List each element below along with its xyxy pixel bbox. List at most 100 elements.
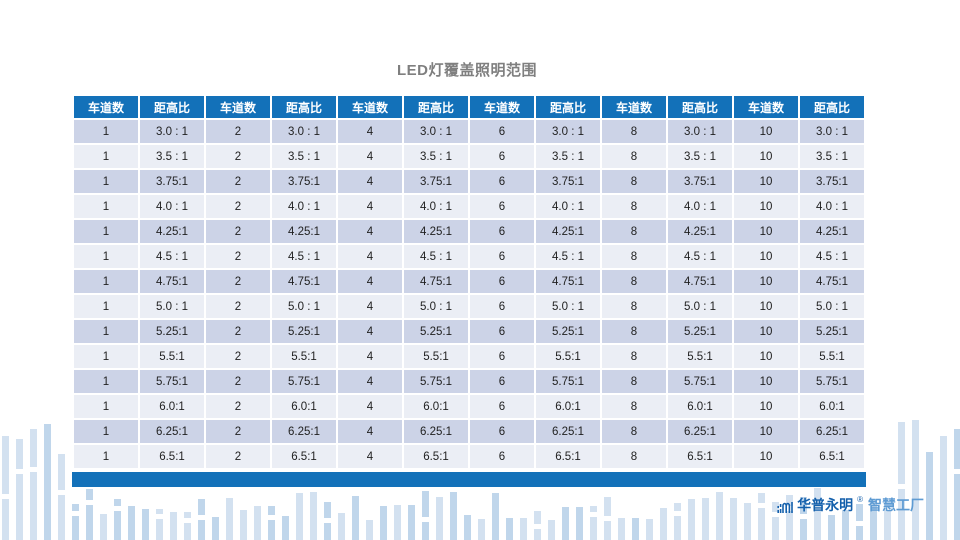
decor-bar xyxy=(828,515,835,540)
ratio-cell: 5.25:1 xyxy=(800,320,864,343)
ratio-cell: 4.5 : 1 xyxy=(536,245,600,268)
lane-count-cell: 6 xyxy=(470,420,534,443)
ratio-cell: 6.0:1 xyxy=(800,395,864,418)
decor-bar xyxy=(366,520,373,540)
ratio-cell: 5.5:1 xyxy=(404,345,468,368)
ratio-cell: 5.75:1 xyxy=(536,370,600,393)
ratio-cell: 4.75:1 xyxy=(536,270,600,293)
header-cell-lanes: 车道数 xyxy=(74,96,138,118)
decor-bar xyxy=(926,452,933,540)
table-row: 1 4.0 : 1 2 4.0 : 1 4 4.0 : 1 6 4.0 : 1 8 4.0 : 1… xyxy=(74,195,864,218)
decor-bar xyxy=(198,499,205,540)
decor-bar xyxy=(268,506,275,540)
ratio-cell: 4.75:1 xyxy=(272,270,336,293)
ratio-cell: 5.0 : 1 xyxy=(404,295,468,318)
ratio-cell: 5.5:1 xyxy=(536,345,600,368)
lane-count-cell: 2 xyxy=(206,445,270,468)
lane-count-cell: 6 xyxy=(470,220,534,243)
ratio-cell: 4.0 : 1 xyxy=(140,195,204,218)
lane-count-cell: 10 xyxy=(734,170,798,193)
decor-bar xyxy=(464,515,471,540)
ratio-cell: 3.0 : 1 xyxy=(800,120,864,143)
lane-count-cell: 10 xyxy=(734,145,798,168)
ratio-cell: 6.5:1 xyxy=(668,445,732,468)
table-footer-bar xyxy=(72,472,866,487)
decor-bar xyxy=(380,506,387,540)
header-cell-lanes: 车道数 xyxy=(734,96,798,118)
table-row: 1 5.25:1 2 5.25:1 4 5.25:1 6 5.25:1 8 5.25:1 10 5.2… xyxy=(74,320,864,343)
lane-count-cell: 2 xyxy=(206,370,270,393)
ratio-cell: 6.5:1 xyxy=(272,445,336,468)
lane-count-cell: 2 xyxy=(206,170,270,193)
lane-count-cell: 1 xyxy=(74,245,138,268)
table-row: 1 3.5 : 1 2 3.5 : 1 4 3.5 : 1 6 3.5 : 1 8 3.5 : 1… xyxy=(74,145,864,168)
ratio-cell: 4.25:1 xyxy=(272,220,336,243)
decor-bar xyxy=(100,514,107,540)
lane-count-cell: 1 xyxy=(74,370,138,393)
ratio-cell: 4.5 : 1 xyxy=(140,245,204,268)
lane-count-cell: 8 xyxy=(602,245,666,268)
decor-bar xyxy=(128,506,135,540)
ratio-cell: 3.5 : 1 xyxy=(668,145,732,168)
lane-count-cell: 8 xyxy=(602,370,666,393)
lane-count-cell: 2 xyxy=(206,345,270,368)
lane-count-cell: 4 xyxy=(338,345,402,368)
decor-bar xyxy=(226,498,233,540)
decor-bar xyxy=(156,509,163,540)
decor-bar xyxy=(730,498,737,540)
decor-bar xyxy=(86,489,93,540)
ratio-cell: 3.75:1 xyxy=(140,170,204,193)
lane-count-cell: 1 xyxy=(74,270,138,293)
ratio-cell: 5.0 : 1 xyxy=(140,295,204,318)
decor-bar xyxy=(646,519,653,540)
ratio-cell: 6.0:1 xyxy=(140,395,204,418)
ratio-cell: 5.0 : 1 xyxy=(668,295,732,318)
lane-count-cell: 1 xyxy=(74,195,138,218)
lane-count-cell: 1 xyxy=(74,395,138,418)
coverage-table-body: 1 3.0 : 1 2 3.0 : 1 4 3.0 : 1 6 3.0 : 1 8 3.0 : 1… xyxy=(74,120,864,468)
decor-bar xyxy=(408,505,415,540)
decor-bar xyxy=(842,510,849,540)
lane-count-cell: 4 xyxy=(338,245,402,268)
ratio-cell: 4.75:1 xyxy=(668,270,732,293)
table-row: 1 5.5:1 2 5.5:1 4 5.5:1 6 5.5:1 8 5.5:1 10 5.5:1 xyxy=(74,345,864,368)
lane-count-cell: 8 xyxy=(602,120,666,143)
factory-icon xyxy=(777,497,794,514)
lane-count-cell: 6 xyxy=(470,195,534,218)
ratio-cell: 3.5 : 1 xyxy=(272,145,336,168)
ratio-cell: 6.25:1 xyxy=(140,420,204,443)
ratio-cell: 3.5 : 1 xyxy=(140,145,204,168)
table-row: 1 5.75:1 2 5.75:1 4 5.75:1 6 5.75:1 8 5.75:1 10 5.7… xyxy=(74,370,864,393)
lane-count-cell: 6 xyxy=(470,395,534,418)
ratio-cell: 3.0 : 1 xyxy=(668,120,732,143)
ratio-cell: 4.0 : 1 xyxy=(800,195,864,218)
lane-count-cell: 6 xyxy=(470,170,534,193)
decor-bar xyxy=(912,420,919,540)
lane-count-cell: 2 xyxy=(206,120,270,143)
decor-bar xyxy=(436,497,443,540)
header-cell-ratio: 距高比 xyxy=(668,96,732,118)
decor-bar xyxy=(296,493,303,540)
lane-count-cell: 1 xyxy=(74,120,138,143)
coverage-table-head: 车道数 距高比 车道数 距高比 车道数 距高比 车道数 距高比 车道数 距高比 车道数 距高比 xyxy=(74,96,864,118)
header-cell-ratio: 距高比 xyxy=(404,96,468,118)
ratio-cell: 3.0 : 1 xyxy=(272,120,336,143)
decor-bar xyxy=(492,493,499,540)
lane-count-cell: 10 xyxy=(734,395,798,418)
header-cell-lanes: 车道数 xyxy=(338,96,402,118)
lane-count-cell: 2 xyxy=(206,245,270,268)
lane-count-cell: 6 xyxy=(470,145,534,168)
decor-bar xyxy=(72,504,79,540)
decor-bar xyxy=(478,519,485,540)
lane-count-cell: 1 xyxy=(74,170,138,193)
lane-count-cell: 8 xyxy=(602,420,666,443)
ratio-cell: 5.25:1 xyxy=(668,320,732,343)
lane-count-cell: 10 xyxy=(734,295,798,318)
ratio-cell: 6.25:1 xyxy=(404,420,468,443)
ratio-cell: 3.5 : 1 xyxy=(536,145,600,168)
lane-count-cell: 4 xyxy=(338,120,402,143)
ratio-cell: 5.5:1 xyxy=(272,345,336,368)
lane-count-cell: 10 xyxy=(734,445,798,468)
ratio-cell: 5.5:1 xyxy=(800,345,864,368)
decor-bar xyxy=(898,422,905,540)
